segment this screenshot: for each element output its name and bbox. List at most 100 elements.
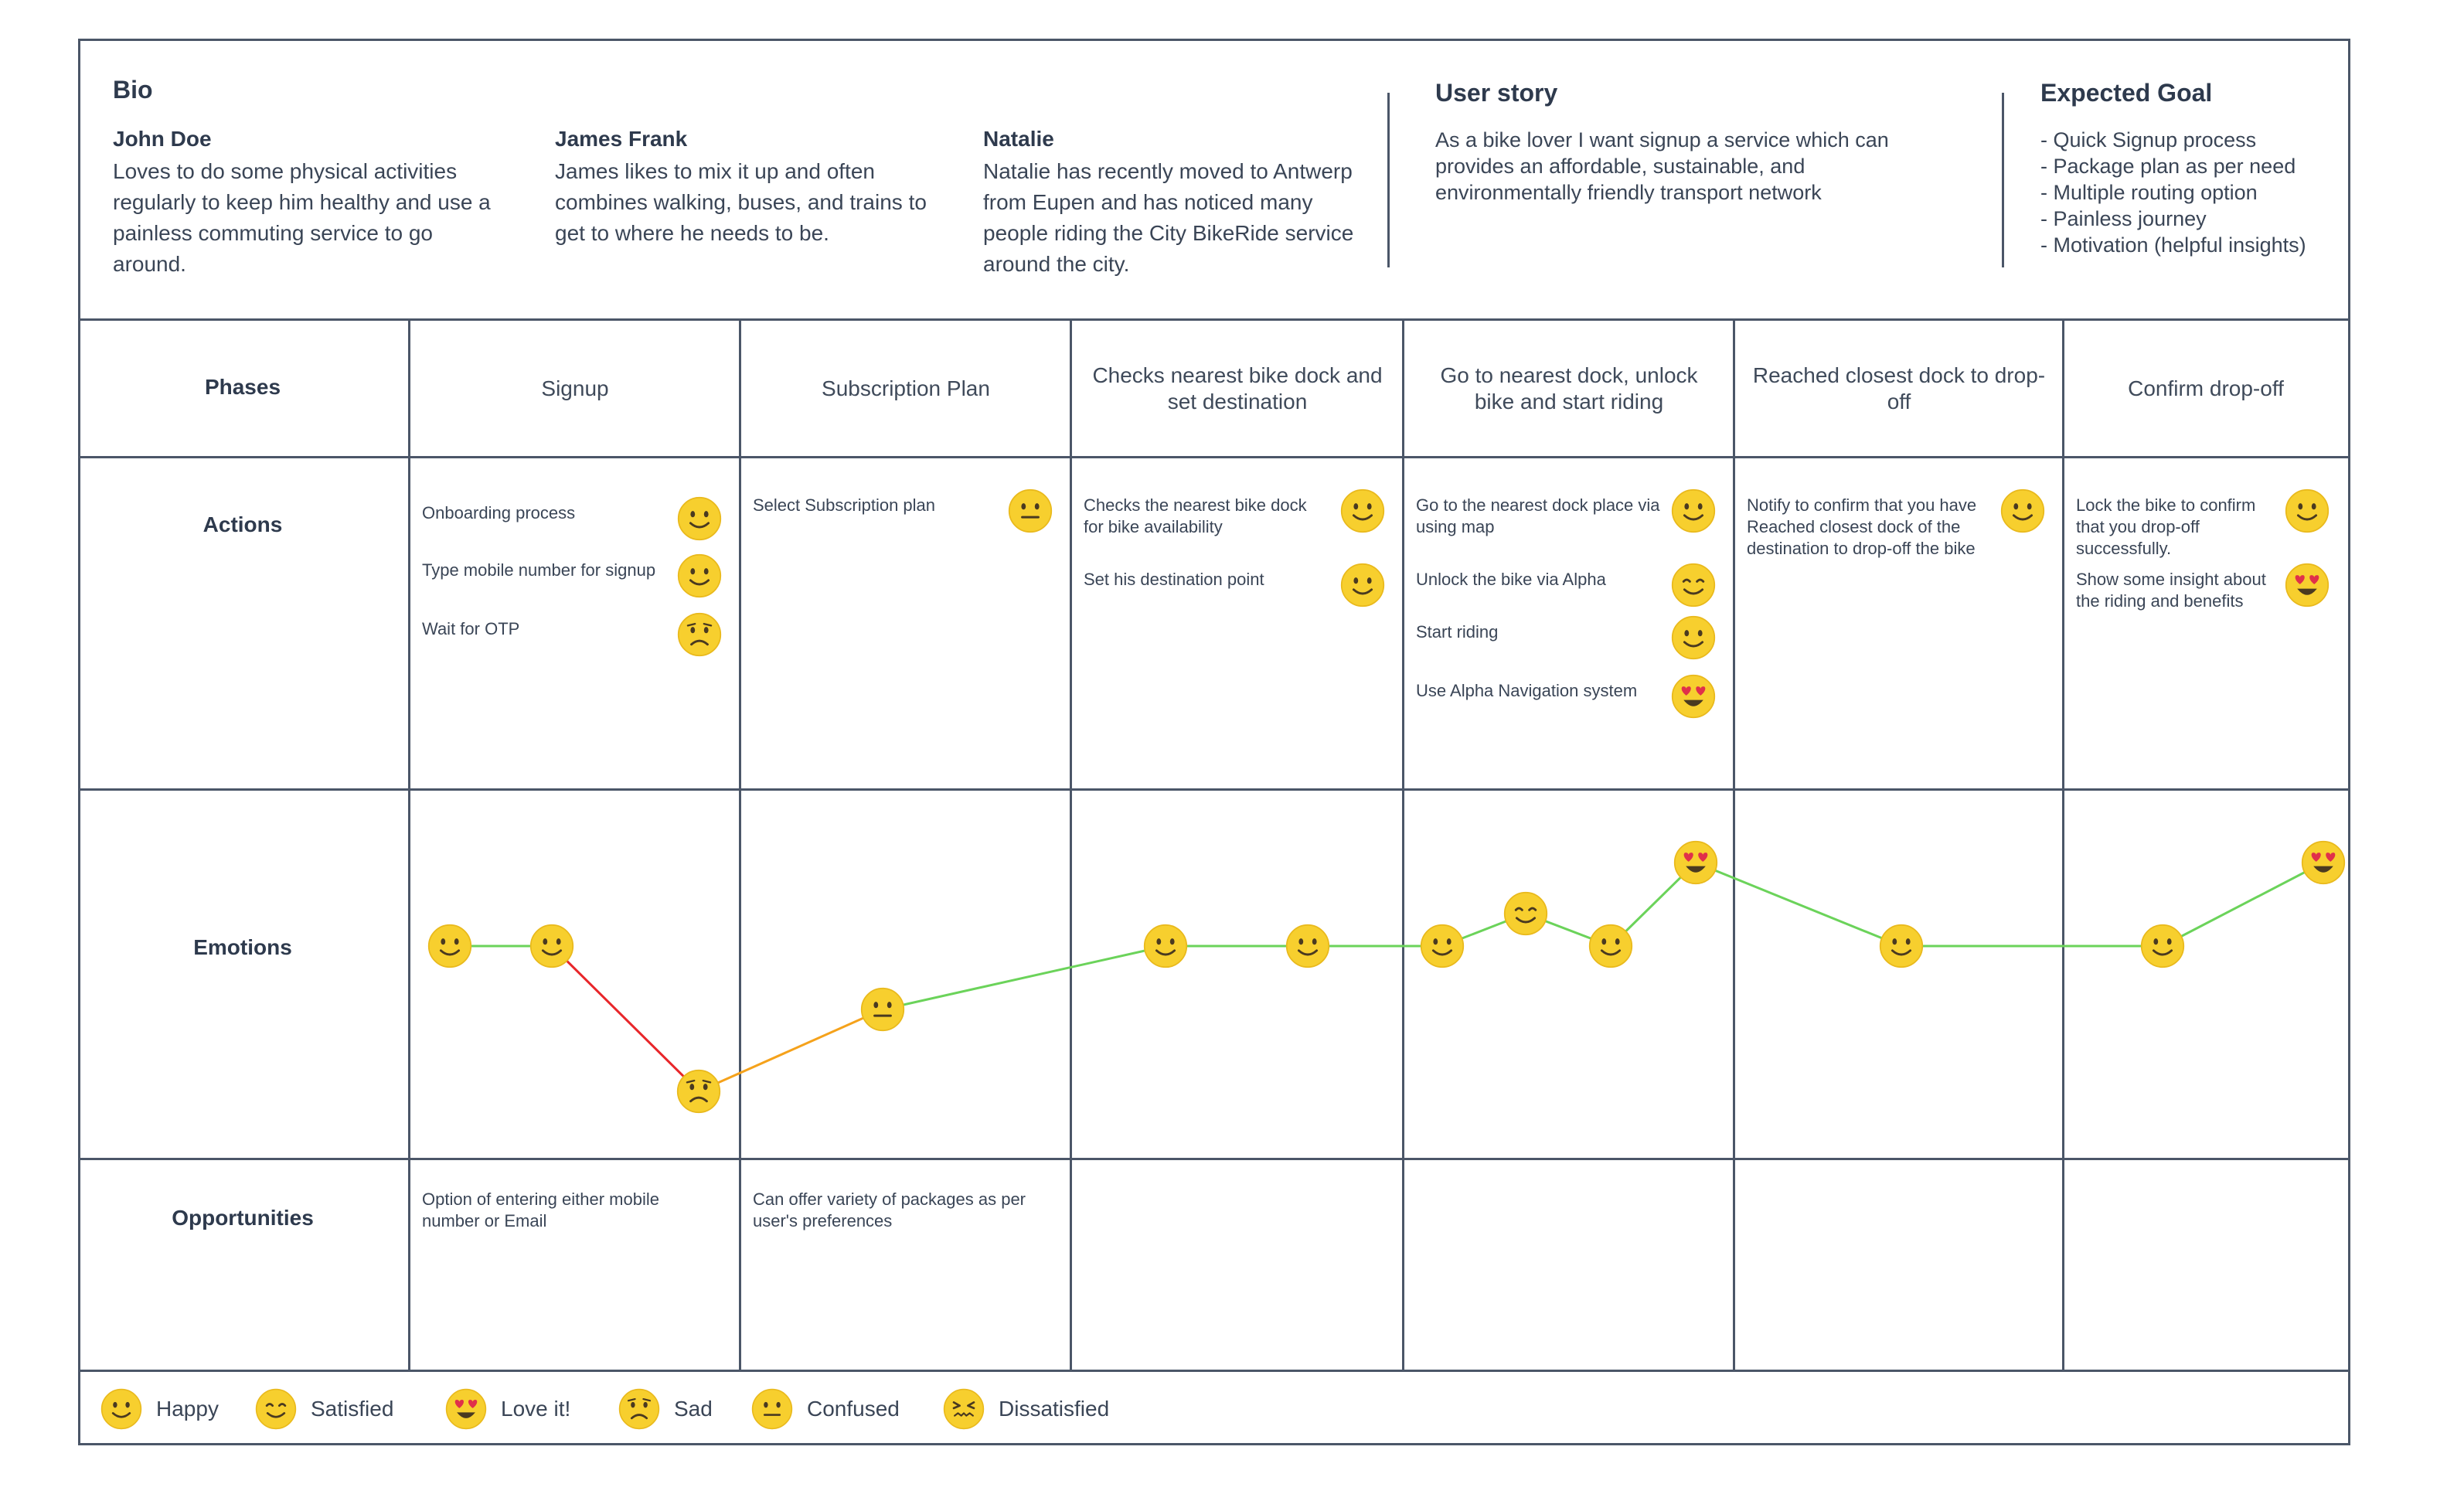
grid-line (78, 318, 2350, 321)
action-item: Unlock the bike via Alpha (1416, 570, 1606, 589)
sad-emoji-icon (677, 612, 722, 657)
grid-line (78, 1158, 2350, 1160)
happy-emoji-icon (677, 496, 722, 541)
grid-line (408, 318, 410, 1371)
legend-label: Happy (156, 1397, 219, 1421)
persona-description: Loves to do some physical activities reg… (113, 159, 491, 276)
legend-item: Love it! (445, 1388, 570, 1430)
happy-emoji-icon (2140, 924, 2185, 968)
action-item: Type mobile number for signup (422, 560, 656, 580)
persona-name: Natalie (983, 127, 1054, 151)
happy-emoji-icon (427, 924, 472, 968)
grid-line (2062, 318, 2064, 1371)
legend-item: Happy (100, 1388, 219, 1430)
happy-emoji-icon (100, 1388, 142, 1430)
phase-header: Subscription Plan (822, 376, 990, 400)
happy-emoji-icon (1285, 924, 1330, 968)
persona-description: James likes to mix it up and often combi… (555, 159, 927, 245)
love-emoji-icon (1673, 840, 1718, 885)
legend-label: Love it! (501, 1397, 571, 1421)
happy-emoji-icon (1879, 924, 1924, 968)
love-emoji-icon (2301, 840, 2346, 885)
action-item: Start riding (1416, 622, 1499, 642)
journey-map-frame (78, 39, 2350, 1445)
grid-line (1733, 318, 1735, 1371)
happy-emoji-icon (1143, 924, 1188, 968)
confused-emoji-icon (860, 987, 905, 1032)
persona-name: James Frank (555, 127, 688, 151)
user-story-title: User story (1435, 79, 1558, 107)
emotion-curve-segment (2162, 861, 2324, 948)
action-item: Select Subscription plan (753, 495, 936, 515)
legend-item: Satisfied (255, 1388, 393, 1430)
phase-header: Go to nearest dock, unlock bike and star… (1440, 362, 1698, 414)
action-item: Set his destination point (1084, 570, 1264, 589)
legend-item: Dissatisfied (943, 1388, 1109, 1430)
phase-header: Confirm drop-off (2128, 376, 2284, 400)
happy-emoji-icon (1420, 924, 1465, 968)
action-item: Onboarding process (422, 503, 576, 522)
emotion-curve-segment (882, 945, 1166, 1011)
grid-line (739, 318, 741, 1371)
happy-emoji-icon (2285, 488, 2330, 533)
action-item: Notify to confirm that you have Reached … (1747, 495, 1977, 558)
opportunity-item: Can offer variety of packages as per use… (753, 1190, 1026, 1230)
dissatisfied-emoji-icon (943, 1388, 985, 1430)
action-item: Lock the bike to confirm that you drop-o… (2076, 495, 2256, 558)
legend-label: Satisfied (311, 1397, 394, 1421)
legend-item: Sad (618, 1388, 713, 1430)
opportunity-item: Option of entering either mobile number … (422, 1190, 659, 1230)
love-emoji-icon (1671, 674, 1716, 719)
divider (2002, 93, 2004, 267)
legend-label: Sad (674, 1397, 713, 1421)
sad-emoji-icon (618, 1388, 660, 1430)
row-label-opportunities: Opportunities (172, 1206, 314, 1230)
divider (1387, 93, 1390, 267)
legend-item: Confused (751, 1388, 900, 1430)
grid-line (1070, 318, 1072, 1371)
satisfied-emoji-icon (1503, 891, 1548, 936)
grid-line (78, 788, 2350, 791)
action-item: Use Alpha Navigation system (1416, 681, 1638, 700)
persona-name: John Doe (113, 127, 212, 151)
row-label-actions: Actions (202, 512, 283, 536)
expected-goal-item: Motivation (helpful insights) (2040, 232, 2306, 258)
happy-emoji-icon (677, 553, 722, 598)
bio-title: Bio (113, 76, 153, 104)
phase-header: Reached closest dock to drop-off (1752, 362, 2046, 414)
phase-header: Checks nearest bike dock and set destina… (1092, 362, 1383, 414)
expected-goal-item: Quick Signup process (2040, 127, 2306, 153)
emotion-curve-segment (698, 1008, 883, 1093)
happy-emoji-icon (1588, 924, 1633, 968)
satisfied-emoji-icon (1671, 563, 1716, 608)
grid-line (78, 1370, 2350, 1372)
happy-emoji-icon (1671, 615, 1716, 660)
happy-emoji-icon (1671, 488, 1716, 533)
confused-emoji-icon (751, 1388, 793, 1430)
expected-goal-list: Quick Signup processPackage plan as per … (2040, 127, 2306, 258)
action-item: Checks the nearest bike dock for bike av… (1084, 495, 1307, 536)
happy-emoji-icon (1340, 488, 1385, 533)
expected-goal-item: Painless journey (2040, 206, 2306, 232)
expected-goal-item: Multiple routing option (2040, 179, 2306, 206)
happy-emoji-icon (1340, 563, 1385, 608)
satisfied-emoji-icon (255, 1388, 297, 1430)
phase-header: Signup (541, 376, 609, 400)
sad-emoji-icon (676, 1069, 721, 1114)
love-emoji-icon (445, 1388, 487, 1430)
expected-goal-item: Package plan as per need (2040, 153, 2306, 179)
grid-line (1402, 318, 1404, 1371)
action-item: Show some insight about the riding and b… (2076, 570, 2266, 611)
happy-emoji-icon (2000, 488, 2045, 533)
love-emoji-icon (2285, 563, 2330, 608)
action-item: Go to the nearest dock place via using m… (1416, 495, 1660, 536)
confused-emoji-icon (1008, 488, 1053, 533)
legend-label: Dissatisfied (999, 1397, 1110, 1421)
happy-emoji-icon (529, 924, 574, 968)
emotion-curve-segment (550, 945, 700, 1093)
user-story-text: As a bike lover I want signup a service … (1435, 128, 1889, 204)
row-label-phases: Phases (204, 375, 281, 399)
emotion-curve-segment (1695, 861, 1902, 948)
expected-goal-title: Expected Goal (2040, 79, 2213, 107)
